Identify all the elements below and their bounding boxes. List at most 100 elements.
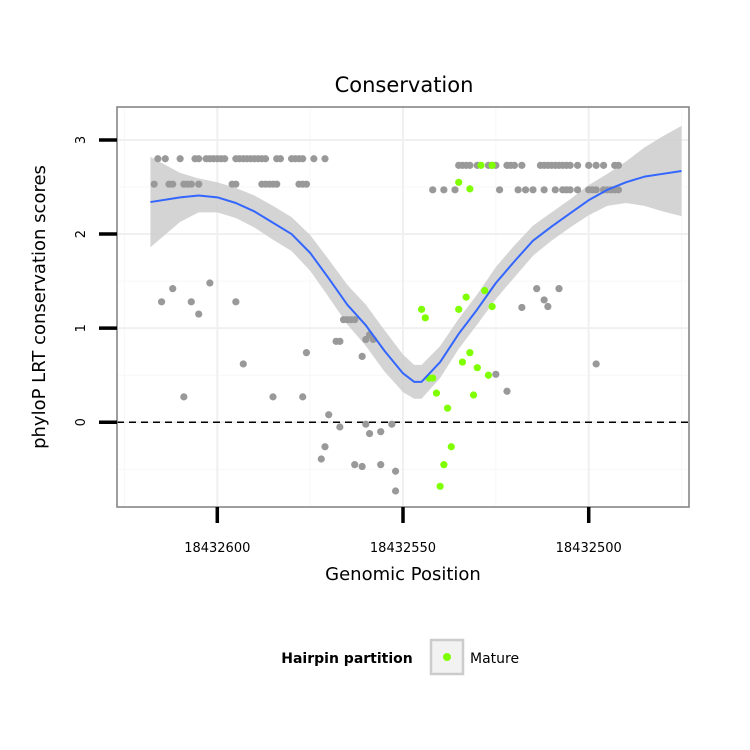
- other-point: [540, 296, 548, 304]
- mature-point: [443, 404, 452, 412]
- mature-point: [440, 461, 448, 469]
- other-point: [377, 461, 385, 469]
- other-point: [592, 186, 600, 194]
- legend-key-dot: [443, 653, 451, 661]
- other-point: [573, 186, 582, 194]
- other-point: [157, 298, 166, 306]
- other-point: [169, 180, 177, 188]
- other-point: [195, 310, 203, 318]
- other-point: [440, 186, 448, 194]
- other-point: [269, 393, 277, 401]
- other-point: [391, 487, 400, 495]
- other-point: [150, 180, 158, 188]
- other-point: [351, 461, 359, 469]
- other-point: [154, 155, 162, 163]
- other-point: [299, 393, 307, 401]
- other-point: [232, 298, 240, 306]
- mature-point: [462, 293, 470, 301]
- x-tick-label: 18432550: [370, 541, 436, 556]
- y-tick-label: 2: [74, 230, 89, 238]
- legend-entry-label: Mature: [470, 651, 519, 667]
- other-point: [533, 285, 541, 293]
- other-point: [466, 161, 474, 169]
- mature-point: [466, 185, 474, 193]
- y-axis: 0 1 2 3: [74, 136, 117, 426]
- other-point: [521, 186, 530, 194]
- other-point: [239, 360, 247, 368]
- other-point: [365, 429, 374, 438]
- other-point: [540, 186, 548, 194]
- other-point: [273, 180, 281, 188]
- other-point: [299, 155, 307, 163]
- mature-point: [488, 302, 496, 311]
- other-point: [221, 155, 229, 163]
- other-point: [321, 443, 329, 451]
- other-point: [176, 155, 184, 163]
- other-point: [544, 302, 552, 311]
- other-point: [573, 161, 582, 169]
- mature-point: [455, 178, 463, 186]
- mature-point: [469, 391, 478, 399]
- other-point: [518, 161, 526, 169]
- other-point: [377, 428, 385, 436]
- other-point: [451, 186, 459, 194]
- other-point: [566, 186, 574, 194]
- other-point: [351, 316, 359, 324]
- legend: Hairpin partition Mature: [281, 638, 519, 676]
- other-point: [276, 155, 285, 163]
- other-point: [510, 161, 519, 169]
- other-point: [429, 186, 437, 194]
- other-point: [302, 349, 311, 357]
- smooth-line-layer: [150, 170, 682, 383]
- mature-point: [488, 161, 496, 169]
- other-point: [495, 186, 504, 194]
- other-point: [599, 161, 608, 169]
- y-tick-label: 3: [74, 136, 89, 144]
- other-point: [180, 393, 188, 401]
- other-point: [232, 180, 240, 188]
- other-point: [206, 279, 214, 287]
- legend-title: Hairpin partition: [281, 651, 412, 667]
- mature-point: [481, 286, 489, 295]
- other-point: [336, 337, 344, 345]
- mature-point: [417, 305, 426, 313]
- other-point: [358, 462, 366, 471]
- other-point: [195, 180, 203, 188]
- other-point: [592, 360, 600, 368]
- other-point: [529, 186, 537, 194]
- other-point: [187, 180, 195, 188]
- smooth-line: [150, 170, 682, 383]
- other-point: [518, 303, 526, 312]
- mature-point: [473, 364, 481, 372]
- mature-point: [421, 314, 429, 322]
- other-point: [503, 387, 511, 395]
- y-axis-label: phyloP LRT conservation scores: [29, 165, 50, 449]
- other-point: [302, 180, 311, 188]
- mature-point: [447, 443, 455, 451]
- other-point: [555, 285, 563, 293]
- other-point: [566, 161, 574, 169]
- other-point: [358, 352, 366, 361]
- y-tick-label: 1: [74, 324, 89, 332]
- x-tick-label: 18432500: [556, 541, 622, 556]
- other-point: [362, 420, 370, 428]
- other-point: [514, 186, 522, 194]
- other-point: [261, 155, 270, 163]
- mature-point: [455, 305, 463, 313]
- other-point: [614, 161, 623, 169]
- other-point: [391, 467, 400, 475]
- x-tick-label: 18432600: [184, 541, 250, 556]
- other-point: [317, 455, 325, 463]
- other-point: [492, 370, 500, 378]
- mature-point: [484, 371, 493, 379]
- other-point: [161, 155, 169, 163]
- other-point: [187, 298, 195, 306]
- other-point: [310, 155, 318, 163]
- other-point: [592, 161, 600, 169]
- other-point: [614, 186, 623, 194]
- other-point: [551, 186, 559, 194]
- mature-point: [466, 349, 474, 357]
- other-point: [388, 420, 396, 428]
